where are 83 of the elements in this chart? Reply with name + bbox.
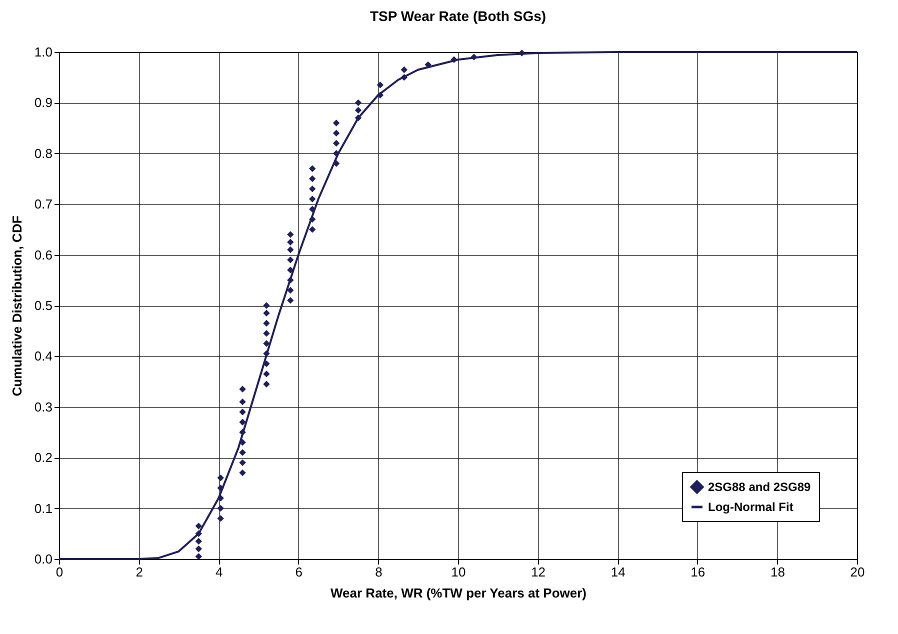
point: [309, 175, 316, 182]
point: [217, 484, 224, 492]
point: [309, 196, 316, 202]
y-tick-label: 0.2: [34, 450, 52, 466]
y-tick-label: 0.7: [34, 196, 52, 212]
point: [354, 114, 362, 122]
point: [263, 310, 270, 316]
y-tick-label: 0.9: [34, 95, 52, 110]
point: [287, 286, 294, 294]
point: [287, 266, 294, 274]
point: [239, 459, 246, 466]
x-tick-label: 18: [770, 564, 785, 580]
point: [195, 530, 202, 538]
point: [239, 398, 246, 406]
point: [400, 74, 408, 81]
point: [332, 120, 340, 126]
point: [518, 50, 526, 56]
point: [332, 150, 340, 157]
point: [217, 474, 224, 482]
point: [287, 246, 294, 254]
x-tick-label: 6: [295, 564, 303, 580]
point: [239, 408, 246, 416]
point: [239, 428, 246, 436]
x-tick-label: 8: [375, 564, 382, 580]
point: [263, 370, 270, 378]
y-tick-label: 0.0: [34, 552, 52, 566]
x-tick-label: 12: [531, 564, 546, 580]
point: [217, 515, 224, 522]
y-tick-label: 0.1: [34, 500, 52, 516]
point: [332, 140, 340, 147]
point: [263, 302, 270, 309]
point: [239, 449, 246, 456]
point: [309, 226, 316, 233]
point: [376, 82, 384, 88]
point: [195, 553, 202, 560]
point: [217, 494, 224, 502]
point: [239, 469, 246, 476]
point: [332, 130, 340, 136]
point: [195, 546, 202, 552]
point: [309, 165, 316, 172]
x-tick-label: 10: [451, 564, 466, 580]
point: [287, 256, 294, 264]
point: [263, 340, 270, 347]
x-tick-label: 2: [136, 564, 143, 580]
y-tick-label: 1.0: [34, 44, 52, 60]
y-tick-label: 0.6: [34, 247, 52, 262]
point: [287, 276, 294, 284]
point: [400, 66, 408, 74]
point: [309, 216, 316, 223]
x-tick-label: 20: [850, 564, 865, 580]
point: [354, 106, 362, 114]
x-axis-title: Wear Rate, WR (%TW per Years at Power): [330, 586, 586, 600]
x-tick-label: 16: [690, 564, 706, 580]
point: [287, 238, 294, 246]
point: [287, 231, 294, 238]
y-tick-label: 0.5: [34, 298, 52, 313]
point: [309, 186, 316, 192]
y-tick-label: 0.8: [34, 146, 52, 161]
point: [263, 330, 270, 337]
point: [239, 439, 246, 446]
point: [239, 386, 246, 393]
point: [450, 56, 458, 63]
legend-label: Log-Normal Fit: [708, 500, 794, 514]
point: [195, 538, 202, 545]
y-tick-label: 0.4: [34, 348, 52, 364]
chart-title: TSP Wear Rate (Both SGs): [370, 8, 546, 24]
point: [309, 206, 316, 213]
point: [263, 380, 270, 388]
point: [217, 504, 224, 512]
point: [470, 54, 478, 60]
x-tick-label: 4: [215, 564, 223, 580]
point: [239, 418, 246, 426]
point: [376, 92, 384, 98]
legend-label: 2SG88 and 2SG89: [708, 480, 812, 494]
y-tick-label: 0.3: [34, 399, 52, 414]
x-tick-label: 14: [610, 564, 626, 580]
x-tick-label: 0: [56, 564, 64, 580]
point: [263, 320, 270, 327]
y-axis-title: Cumulative Distribution, CDF: [9, 216, 24, 396]
point: [287, 297, 294, 304]
point: [354, 99, 362, 106]
point: [263, 350, 270, 358]
point: [195, 522, 202, 530]
